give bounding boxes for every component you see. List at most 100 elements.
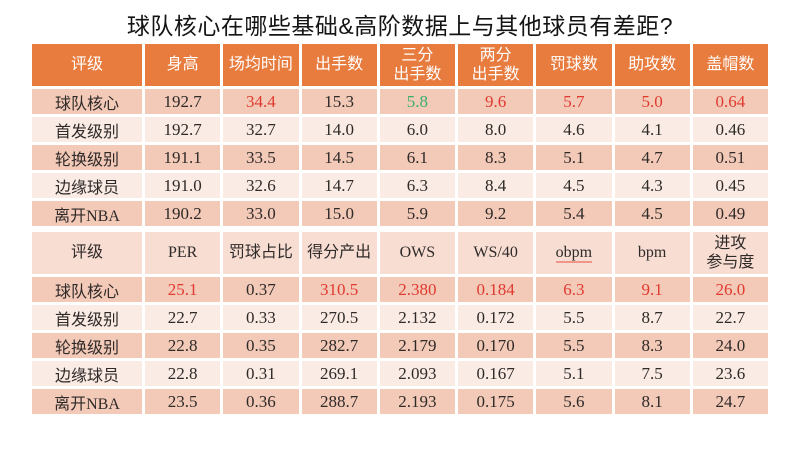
stat-value: 5.8 [379,89,455,114]
stat-value: 0.31 [223,361,299,386]
stat-value: 5.0 [614,89,690,114]
basic-stats-body: 球队核心 192.7 34.4 15.3 5.8 9.6 5.7 5.0 0.64 首发级别 192… [32,89,768,226]
stat-value: 24.7 [692,389,768,414]
stat-value: 192.7 [145,117,221,142]
stat-value: 190.2 [145,201,221,226]
stat-value: 0.175 [458,389,534,414]
stat-value: 4.1 [614,117,690,142]
stat-value: 5.7 [536,89,612,114]
column-header: 两分 出手数 [458,44,534,86]
row-label: 球队核心 [32,277,142,302]
stat-value: 25.1 [145,277,221,302]
column-header: 得分产出 [301,232,377,274]
row-label: 轮换级别 [32,333,142,358]
basic-stats-header: 评级 身高 场均时间 出手数 三分 出手数 两分 出手数 罚球数 助攻数 盖帽数 [32,44,768,86]
advanced-stats-body: 球队核心 25.1 0.37 310.5 2.380 0.184 6.3 9.1 26.0 首发级… [32,277,768,414]
stat-value: 15.0 [301,201,377,226]
stat-value: 0.49 [692,201,768,226]
stat-value: 2.380 [379,277,455,302]
stat-value: 4.7 [614,145,690,170]
stat-value: 22.8 [145,361,221,386]
stat-value: 8.3 [458,145,534,170]
table-row: 离开NBA 190.2 33.0 15.0 5.9 9.2 5.4 4.5 0.49 [32,201,768,226]
stat-value: 0.167 [458,361,534,386]
row-label: 轮换级别 [32,145,142,170]
advanced-stats-table: 评级 PER 罚球占比 得分产出 OWS WS/40 obpm bpm 进攻 参与度 球队核心 2… [29,229,771,417]
row-label: 边缘球员 [32,361,142,386]
column-header: 出手数 [301,44,377,86]
advanced-stats-header: 评级 PER 罚球占比 得分产出 OWS WS/40 obpm bpm 进攻 参与度 [32,232,768,274]
column-header: PER [145,232,221,274]
stat-value: 0.45 [692,173,768,198]
stat-value: 9.1 [614,277,690,302]
stat-value: 4.5 [536,173,612,198]
stat-value: 6.3 [379,173,455,198]
column-header: obpm [536,232,612,274]
stat-value: 26.0 [692,277,768,302]
stat-value: 8.0 [458,117,534,142]
column-header: 身高 [145,44,221,86]
table-row: 边缘球员 191.0 32.6 14.7 6.3 8.4 4.5 4.3 0.45 [32,173,768,198]
row-label: 边缘球员 [32,173,142,198]
stat-value: 310.5 [301,277,377,302]
stat-value: 2.093 [379,361,455,386]
stat-value: 0.36 [223,389,299,414]
stat-value: 0.170 [458,333,534,358]
stat-value: 34.4 [223,89,299,114]
slide-title: 球队核心在哪些基础&高阶数据上与其他球员有差距? [126,13,674,39]
stat-value: 4.3 [614,173,690,198]
header-row: 评级 PER 罚球占比 得分产出 OWS WS/40 obpm bpm 进攻 参与度 [32,232,768,274]
stat-value: 2.193 [379,389,455,414]
stat-value: 22.7 [692,305,768,330]
stat-value: 191.1 [145,145,221,170]
stat-value: 192.7 [145,89,221,114]
stat-value: 5.4 [536,201,612,226]
table-row: 边缘球员 22.8 0.31 269.1 2.093 0.167 5.1 7.5 23.6 [32,361,768,386]
stat-value: 6.0 [379,117,455,142]
table-row: 轮换级别 191.1 33.5 14.5 6.1 8.3 5.1 4.7 0.51 [32,145,768,170]
stat-value: 14.7 [301,173,377,198]
stat-value: 23.5 [145,389,221,414]
stat-value: 2.179 [379,333,455,358]
stat-value: 24.0 [692,333,768,358]
stat-value: 33.0 [223,201,299,226]
table-row: 离开NBA 23.5 0.36 288.7 2.193 0.175 5.6 8.1 24.7 [32,389,768,414]
column-header: 罚球数 [536,44,612,86]
table-row: 首发级别 192.7 32.7 14.0 6.0 8.0 4.6 4.1 0.46 [32,117,768,142]
table-row: 首发级别 22.7 0.33 270.5 2.132 0.172 5.5 8.7 22.7 [32,305,768,330]
stat-value: 269.1 [301,361,377,386]
table-row: 轮换级别 22.8 0.35 282.7 2.179 0.170 5.5 8.3 24.0 [32,333,768,358]
stat-value: 0.51 [692,145,768,170]
stat-value: 14.5 [301,145,377,170]
header-row: 评级 身高 场均时间 出手数 三分 出手数 两分 出手数 罚球数 助攻数 盖帽数 [32,44,768,86]
column-header: 盖帽数 [692,44,768,86]
stat-value: 14.0 [301,117,377,142]
stat-value: 0.64 [692,89,768,114]
column-header: 进攻 参与度 [692,232,768,274]
stat-value: 4.6 [536,117,612,142]
column-header: 评级 [32,44,142,86]
stat-value: 5.1 [536,145,612,170]
column-header: 三分 出手数 [379,44,455,86]
table-row: 球队核心 192.7 34.4 15.3 5.8 9.6 5.7 5.0 0.64 [32,89,768,114]
stat-value: 8.7 [614,305,690,330]
stat-value: 4.5 [614,201,690,226]
column-header: 场均时间 [223,44,299,86]
stat-value: 8.3 [614,333,690,358]
stat-value: 5.5 [536,305,612,330]
stat-value: 5.6 [536,389,612,414]
stat-value: 282.7 [301,333,377,358]
stat-value: 9.2 [458,201,534,226]
row-label: 离开NBA [32,201,142,226]
stat-value: 23.6 [692,361,768,386]
stat-value: 6.3 [536,277,612,302]
stat-value: 8.4 [458,173,534,198]
stat-value: 0.37 [223,277,299,302]
stat-value: 0.184 [458,277,534,302]
stat-value: 288.7 [301,389,377,414]
column-header: 罚球占比 [223,232,299,274]
stat-value: 0.172 [458,305,534,330]
stat-value: 33.5 [223,145,299,170]
stat-value: 22.7 [145,305,221,330]
